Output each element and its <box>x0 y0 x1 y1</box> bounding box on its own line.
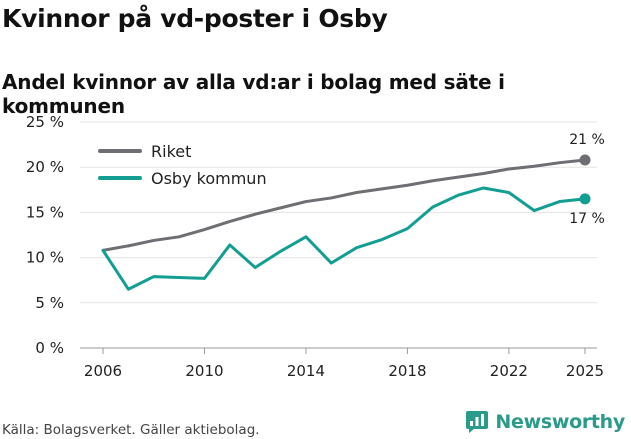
end-label-osby-kommun: 17 % <box>569 211 605 227</box>
series-lines <box>101 154 591 291</box>
y-tick-label: 10 % <box>26 249 64 267</box>
newsworthy-logo-icon <box>466 411 489 433</box>
y-tick-label: 20 % <box>26 158 64 176</box>
y-tick-label: 15 % <box>26 203 64 221</box>
legend-label-riket: Riket <box>151 142 191 161</box>
y-tick-label: 5 % <box>35 294 64 312</box>
legend: Riket Osby kommun <box>98 142 267 188</box>
y-tick-label: 0 % <box>35 339 64 357</box>
grid-lines <box>80 121 597 349</box>
series-line-osby-kommun <box>101 186 587 291</box>
x-tick-label: 2025 <box>566 362 604 380</box>
x-axis-ticks: 2006 2010 2014 2018 2022 2025 <box>84 348 604 380</box>
x-tick-label: 2010 <box>185 362 223 380</box>
series-line-riket <box>101 158 587 252</box>
brand-logo[interactable]: Newsworthy <box>465 410 625 434</box>
source-note: Källa: Bolagsverket. Gäller aktiebolag. <box>2 422 260 438</box>
y-axis-ticks: 0 % 5 % 10 % 15 % 20 % 25 % <box>26 113 64 357</box>
end-point-riket <box>579 154 591 166</box>
end-label-riket: 21 % <box>569 132 605 148</box>
x-tick-label: 2014 <box>287 362 325 380</box>
chart-title: Kvinnor på vd-poster i Osby <box>2 4 388 33</box>
y-tick-label: 25 % <box>26 113 64 131</box>
x-tick-label: 2018 <box>388 362 426 380</box>
legend-label-osby-kommun: Osby kommun <box>151 169 267 188</box>
x-tick-label: 2022 <box>490 362 528 380</box>
brand-name: Newsworthy <box>495 411 625 433</box>
end-point-osby-kommun <box>579 193 591 205</box>
x-tick-label: 2006 <box>84 362 122 380</box>
end-labels: 21 % 17 % <box>569 132 605 227</box>
chart-subtitle: Andel kvinnor av alla vd:ar i bolag med … <box>2 70 505 118</box>
